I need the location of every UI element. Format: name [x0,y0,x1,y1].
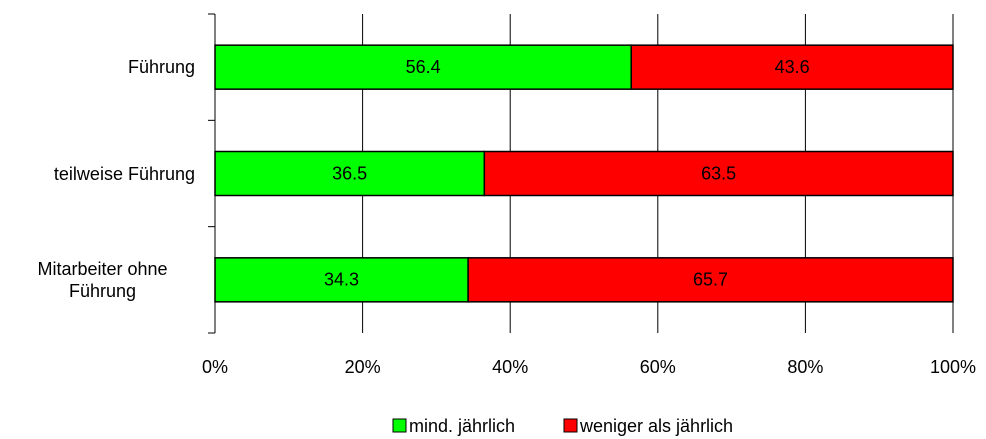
bar-segment [214,44,632,90]
data-label: 65.7 [693,270,728,290]
x-tick-label: 60% [640,357,676,377]
bar-segment [467,257,954,303]
y-tick-label: Führung [127,57,195,78]
bar-segment [214,150,486,197]
data-label: 36.5 [332,163,367,183]
data-label: 56.4 [406,57,441,77]
x-tick-label: 40% [492,357,528,377]
x-tick-label: 80% [787,357,823,377]
legend-swatch [392,418,407,433]
y-tick-label: teilweise Führung [53,163,195,184]
data-label: 43.6 [775,57,810,77]
data-label: 63.5 [701,163,736,183]
x-tick-label: 100% [930,357,976,377]
x-tick-label: 20% [345,357,381,377]
y-tick-label: Mitarbeiter ohne Führung [37,258,168,301]
legend-label: mind. jährlich [409,416,515,436]
bar-segment [630,44,954,90]
x-tick-label: 0% [202,357,228,377]
data-label: 34.3 [324,270,359,290]
bar-segment [483,150,954,197]
y-tick-label-box: Mitarbeiter ohne Führung [0,250,195,310]
y-tick-label-box: Führung [0,37,195,97]
legend-label: weniger als jährlich [579,416,733,436]
y-tick-label-box: teilweise Führung [0,144,195,204]
legend-swatch [563,418,578,433]
